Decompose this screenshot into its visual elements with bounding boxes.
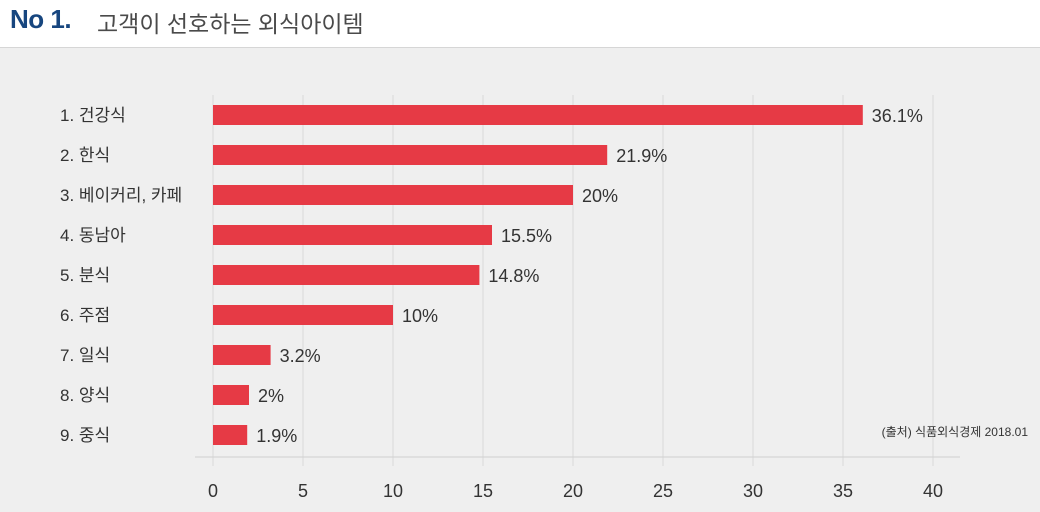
- x-tick-label: 10: [383, 481, 403, 501]
- category-label: 4. 동남아: [60, 226, 126, 245]
- category-label: 5. 분식: [60, 266, 110, 285]
- source-note: (출처) 식품외식경제 2018.01: [881, 425, 1028, 439]
- value-label: 14.8%: [488, 266, 539, 286]
- bars: [213, 105, 863, 445]
- bar: [213, 145, 608, 165]
- bar: [213, 265, 480, 285]
- value-label: 15.5%: [501, 226, 552, 246]
- category-label: 1. 건강식: [60, 106, 126, 125]
- header-number: No 1.: [10, 4, 72, 34]
- x-tick-label: 15: [473, 481, 493, 501]
- category-label: 2. 한식: [60, 146, 110, 165]
- x-tick-label: 40: [923, 481, 943, 501]
- bar: [213, 225, 492, 245]
- x-tick-label: 20: [563, 481, 583, 501]
- x-tick-label: 25: [653, 481, 673, 501]
- category-labels: 1. 건강식 2. 한식 3. 베이커리, 카페 4. 동남아 5. 분식 6. 주점 7.…: [60, 106, 182, 445]
- bar: [213, 305, 393, 325]
- bar: [213, 185, 573, 205]
- category-label: 9. 중식: [60, 426, 110, 445]
- category-label: 7. 일식: [60, 346, 110, 365]
- bar: [213, 345, 271, 365]
- value-label: 3.2%: [280, 346, 321, 366]
- bar: [213, 105, 863, 125]
- category-label: 3. 베이커리, 카페: [60, 186, 182, 205]
- category-label: 8. 양식: [60, 386, 110, 405]
- bar: [213, 385, 249, 405]
- value-label: 21.9%: [616, 146, 667, 166]
- value-label: 10%: [402, 306, 438, 326]
- x-tick-label: 35: [833, 481, 853, 501]
- x-axis: 0 5 10 15 20 25 30 35 40: [195, 456, 960, 501]
- value-label: 20%: [582, 186, 618, 206]
- x-tick-label: 5: [298, 481, 308, 501]
- value-labels: 36.1% 21.9% 20% 15.5% 14.8% 10% 3.2% 2% 1.9%: [256, 106, 923, 446]
- page-title: 고객이 선호하는 외식아이템: [97, 11, 364, 37]
- value-label: 36.1%: [872, 106, 923, 126]
- header: No 1. 고객이 선호하는 외식아이템: [0, 0, 1040, 47]
- x-tick-label: 0: [208, 481, 218, 501]
- value-label: 1.9%: [256, 426, 297, 446]
- x-tick-label: 30: [743, 481, 763, 501]
- bar: [213, 425, 248, 445]
- category-label: 6. 주점: [60, 306, 110, 325]
- value-label: 2%: [258, 386, 284, 406]
